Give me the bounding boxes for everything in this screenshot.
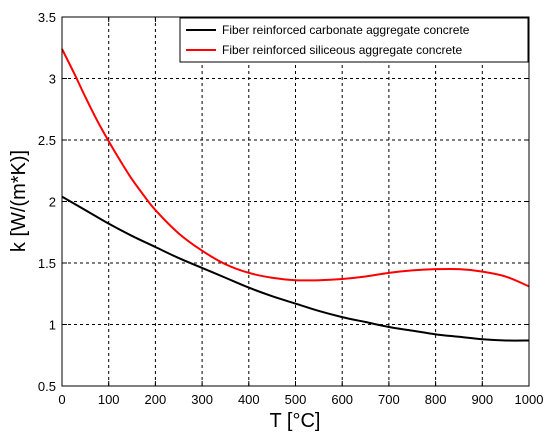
x-tick-label: 300	[191, 392, 213, 407]
y-tick-label: 0.5	[38, 379, 56, 394]
x-tick-label: 700	[378, 392, 400, 407]
legend-label-siliceous: Fiber reinforced siliceous aggregate con…	[222, 43, 462, 57]
y-tick-labels: 0.5 1 1.5 2 2.5 3 3.5	[38, 10, 56, 394]
x-tick-label: 200	[145, 392, 167, 407]
legend-label-carbonate: Fiber reinforced carbonate aggregate con…	[222, 23, 470, 37]
legend-box	[179, 17, 529, 63]
x-axis-label: T [°C]	[270, 410, 321, 432]
x-tick-label: 900	[471, 392, 493, 407]
y-tick-label: 1	[49, 318, 56, 333]
series-group	[61, 48, 530, 342]
legend: Fiber reinforced carbonate aggregate con…	[179, 17, 529, 63]
x-tick-labels: 0 100 200 300 400 500 600 700 800 900 1000	[58, 392, 543, 407]
x-tick-label: 400	[238, 392, 260, 407]
x-tick-label: 0	[58, 392, 65, 407]
y-axis-label: k [W/(m*K)]	[8, 150, 30, 252]
series-line-carbonate	[61, 195, 530, 342]
y-tick-label: 2	[49, 195, 56, 210]
y-tick-label: 1.5	[38, 256, 56, 271]
x-tick-label: 600	[331, 392, 353, 407]
x-tick-label: 800	[425, 392, 447, 407]
x-tick-label: 100	[98, 392, 120, 407]
x-tick-label: 1000	[515, 392, 544, 407]
grid	[62, 17, 529, 386]
y-tick-label: 3	[49, 72, 56, 87]
series-line-siliceous	[61, 48, 530, 288]
y-tick-label: 2.5	[38, 133, 56, 148]
y-tick-label: 3.5	[38, 10, 56, 25]
x-tick-label: 500	[285, 392, 307, 407]
ticks	[61, 16, 530, 387]
